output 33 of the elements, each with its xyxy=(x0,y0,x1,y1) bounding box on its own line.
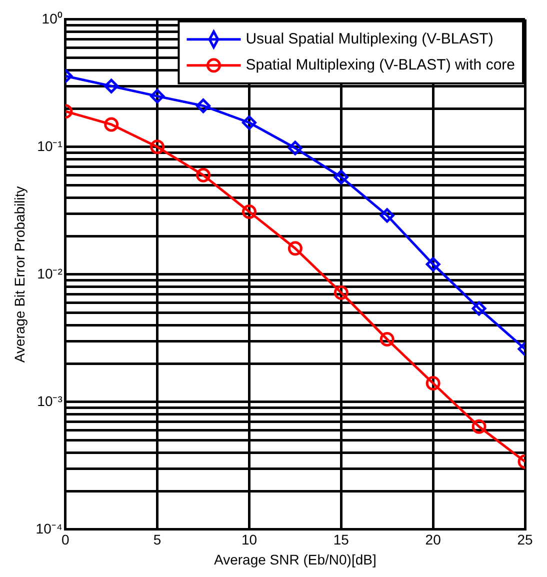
point xyxy=(150,88,165,104)
point xyxy=(472,301,486,316)
x-tick-label: 10 xyxy=(241,532,258,548)
point xyxy=(426,376,440,391)
x-tick-label: 25 xyxy=(517,532,533,548)
point xyxy=(104,117,119,132)
point xyxy=(196,98,211,114)
point xyxy=(380,332,394,346)
point xyxy=(426,257,440,272)
x-tick-label: 5 xyxy=(153,532,162,548)
x-tick-label: 20 xyxy=(425,532,442,548)
y-tick-label: 10⁻⁴ xyxy=(36,520,62,536)
point xyxy=(242,115,256,130)
point xyxy=(288,140,302,156)
x-axis-title: Average SNR (Eb/N0)[dB] xyxy=(214,551,376,568)
point xyxy=(288,241,302,256)
point xyxy=(196,168,211,182)
point xyxy=(242,204,256,219)
point xyxy=(472,419,486,434)
point xyxy=(380,208,394,223)
x-tick-label: 15 xyxy=(333,532,350,548)
y-tick-label: 10⁻³ xyxy=(37,392,63,409)
point xyxy=(150,140,165,154)
point xyxy=(334,170,348,184)
point xyxy=(104,78,119,94)
x-tick-label: 0 xyxy=(61,532,70,548)
y-tick-label: 10⁻¹ xyxy=(37,138,63,154)
point xyxy=(334,285,348,300)
y-tick-label: 10⁰ xyxy=(42,10,62,26)
legend-label: Spatial Multiplexing (V-BLAST) with core xyxy=(246,56,516,74)
y-axis-title: Average Bit Error Probability xyxy=(11,186,28,363)
y-tick-label: 10⁻² xyxy=(37,265,63,282)
legend-label: Usual Spatial Multiplexing (V-BLAST) xyxy=(246,30,494,48)
